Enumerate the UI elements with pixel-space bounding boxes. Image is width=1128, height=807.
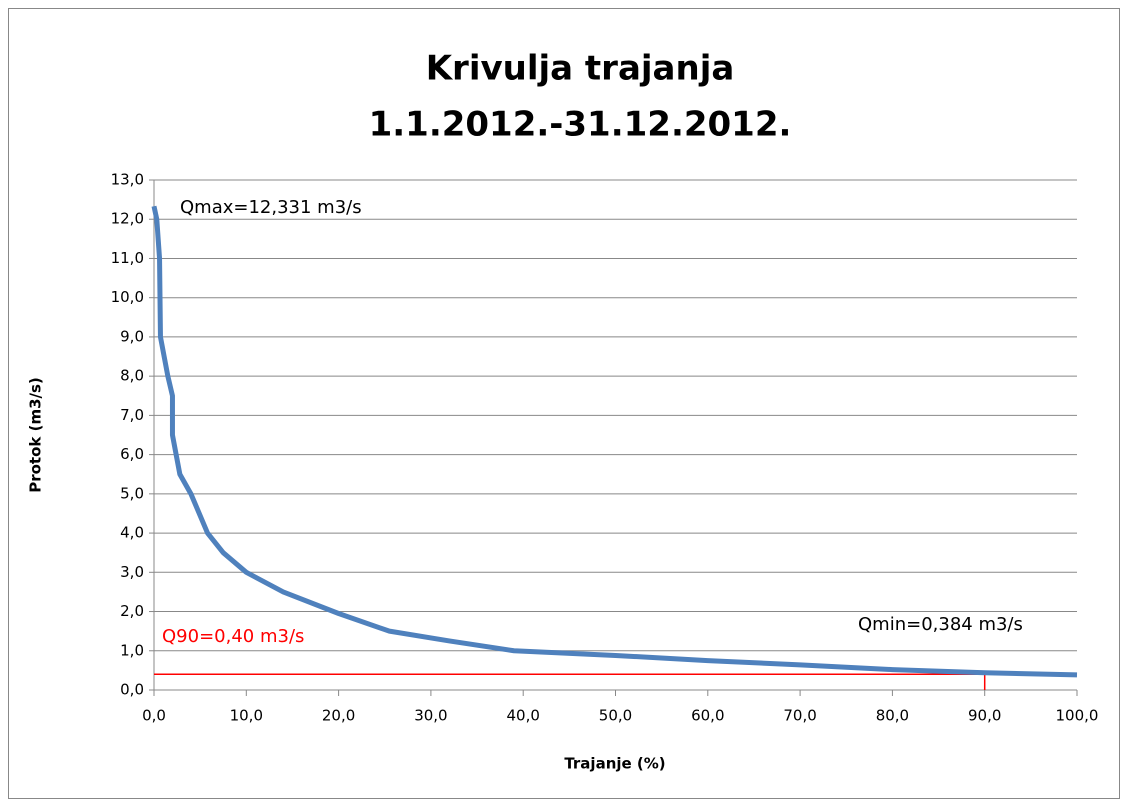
y-tick-label: 0,0 [120,681,144,699]
y-tick-label: 9,0 [120,327,144,345]
x-axis-label: Trajanje (%) [564,755,665,773]
x-tick-label: 70,0 [783,707,816,725]
y-tick-label: 5,0 [120,484,144,502]
x-tick-label: 20,0 [322,707,355,725]
y-tick-label: 7,0 [120,406,144,424]
x-tick-label: 30,0 [414,707,447,725]
y-tick-label: 1,0 [120,641,144,659]
x-tick-label: 80,0 [876,707,909,725]
y-tick-label: 3,0 [120,563,144,581]
chart-border [8,8,1120,799]
y-tick-label: 4,0 [120,524,144,542]
x-tick-label: 60,0 [691,707,724,725]
x-tick-label: 50,0 [599,707,632,725]
x-tick-label: 10,0 [230,707,263,725]
x-tick-label: 100,0 [1056,707,1099,725]
y-axis-label: Protok (m3/s) [27,377,45,493]
y-tick-label: 12,0 [111,210,144,228]
chart-title: Krivulja trajanja [426,49,735,89]
chart-subtitle: 1.1.2012.-31.12.2012. [369,105,792,145]
x-tick-label: 0,0 [142,707,166,725]
y-tick-label: 2,0 [120,602,144,620]
y-tick-label: 10,0 [111,288,144,306]
x-tick-label: 90,0 [968,707,1001,725]
annotation: Q90=0,40 m3/s [162,626,304,647]
y-tick-label: 8,0 [120,367,144,385]
annotation: Qmin=0,384 m3/s [858,614,1023,635]
y-tick-label: 13,0 [111,171,144,189]
y-tick-label: 6,0 [120,445,144,463]
x-tick-label: 40,0 [506,707,539,725]
y-tick-label: 11,0 [111,249,144,267]
duration-curve [151,205,1078,678]
annotation: Qmax=12,331 m3/s [180,197,362,218]
